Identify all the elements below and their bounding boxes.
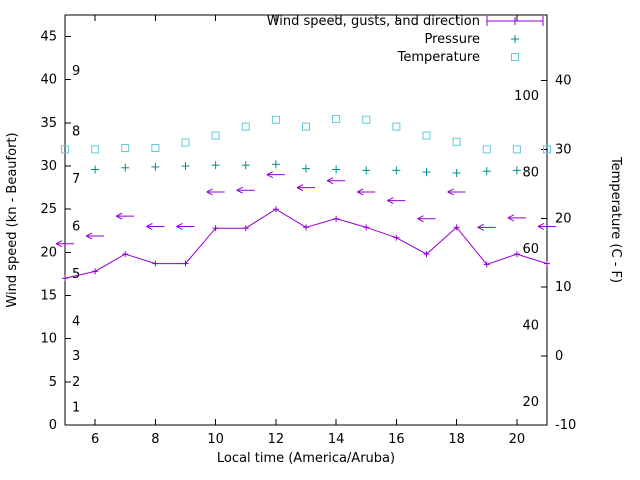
x-tick-label: 10 <box>207 432 224 447</box>
temperature-point <box>181 138 190 147</box>
y-right-tick-label: 10 <box>555 280 572 295</box>
y-left-tick-label: 0 <box>49 418 57 433</box>
legend: Wind speed, gusts, and direction Pressur… <box>267 14 544 65</box>
x-tick-label: 16 <box>388 432 405 447</box>
plot-area: 6 8 10 12 14 16 18 20051015202530354045-1001020… <box>40 14 576 447</box>
temperature-point <box>121 143 130 152</box>
y-left-tick-label: 30 <box>40 159 57 174</box>
y-axis-label-right: Temperature (C - F) <box>608 156 623 283</box>
temperature-point <box>482 145 491 154</box>
x-axis-ticks: 6 8 10 12 14 16 18 20 <box>91 15 525 447</box>
beaufort-label: 8 <box>72 125 80 140</box>
legend-samples <box>486 16 544 61</box>
y-left-tick-label: 10 <box>40 332 57 347</box>
legend-wind-label: Wind speed, gusts, and direction <box>267 14 480 29</box>
y-right-tick-label: 0 <box>555 349 563 364</box>
fahrenheit-label: 20 <box>522 395 539 410</box>
temperature-point <box>362 115 371 124</box>
beaufort-label: 3 <box>72 349 80 364</box>
y-right-tick-label: -10 <box>555 418 576 433</box>
temperature-point <box>332 115 341 124</box>
beaufort-label: 5 <box>72 267 80 282</box>
beaufort-label: 6 <box>72 219 80 234</box>
wind-speed-series <box>62 206 550 282</box>
pressure-series <box>91 160 521 177</box>
temperature-point <box>61 145 69 154</box>
wind-speed-line <box>64 208 548 279</box>
y-axis-label-left: Wind speed (kn - Beaufort) <box>5 132 20 307</box>
fahrenheit-label: 40 <box>522 318 539 333</box>
y-right-tick-label: 30 <box>555 142 572 157</box>
temperature-point <box>422 131 431 140</box>
temperature-point <box>241 122 250 131</box>
beaufort-label: 4 <box>72 314 80 329</box>
plot-border <box>64 14 548 426</box>
legend-temperature-sample <box>511 53 519 61</box>
y-left-tick-label: 35 <box>40 116 57 131</box>
temperature-point <box>91 145 100 154</box>
x-tick-label: 12 <box>268 432 285 447</box>
wind-direction-arrows <box>55 171 556 248</box>
y-left-tick-label: 20 <box>40 245 57 260</box>
beaufort-label: 1 <box>72 401 80 416</box>
y-left-tick-label: 5 <box>49 375 57 390</box>
legend-pressure-label: Pressure <box>424 32 480 47</box>
temperature-point <box>392 122 401 131</box>
fahrenheit-label: 80 <box>522 165 539 180</box>
fahrenheit-label: 100 <box>514 89 539 104</box>
y-right-tick-label: 40 <box>555 73 572 88</box>
legend-temperature-label: Temperature <box>397 50 480 65</box>
temperature-point <box>211 131 220 140</box>
x-tick-label: 14 <box>328 432 345 447</box>
y-left-tick-label: 25 <box>40 202 57 217</box>
temperature-point <box>543 145 551 154</box>
y-left-tick-label: 45 <box>40 30 57 45</box>
x-tick-label: 6 <box>91 432 99 447</box>
x-tick-label: 18 <box>448 432 465 447</box>
temperature-point <box>512 145 521 154</box>
beaufort-label: 2 <box>72 375 80 390</box>
y-left-tick-label: 15 <box>40 289 57 304</box>
temperature-point <box>302 122 310 131</box>
beaufort-label: 9 <box>72 64 80 79</box>
temperature-point <box>452 137 461 146</box>
x-axis-label: Local time (America/Aruba) <box>217 451 395 466</box>
x-tick-label: 8 <box>151 432 159 447</box>
temperature-point <box>151 143 160 152</box>
fahrenheit-scale-labels: 20 40 60 80 100 <box>514 89 539 410</box>
y-axis-right-ticks: -10 0 10 20 30 40 <box>541 73 576 433</box>
x-tick-label: 20 <box>509 432 526 447</box>
beaufort-label: 7 <box>72 172 80 187</box>
fahrenheit-label: 60 <box>522 242 539 257</box>
y-left-tick-label: 40 <box>40 73 57 88</box>
y-right-tick-label: 20 <box>555 211 572 226</box>
y-axis-left-ticks: 0 5 10 15 20 25 30 35 40 45 <box>40 30 71 433</box>
beaufort-scale-labels: 1 2 3 4 5 6 7 8 9 <box>72 64 80 416</box>
temperature-point <box>271 115 280 124</box>
temperature-series <box>61 115 551 154</box>
